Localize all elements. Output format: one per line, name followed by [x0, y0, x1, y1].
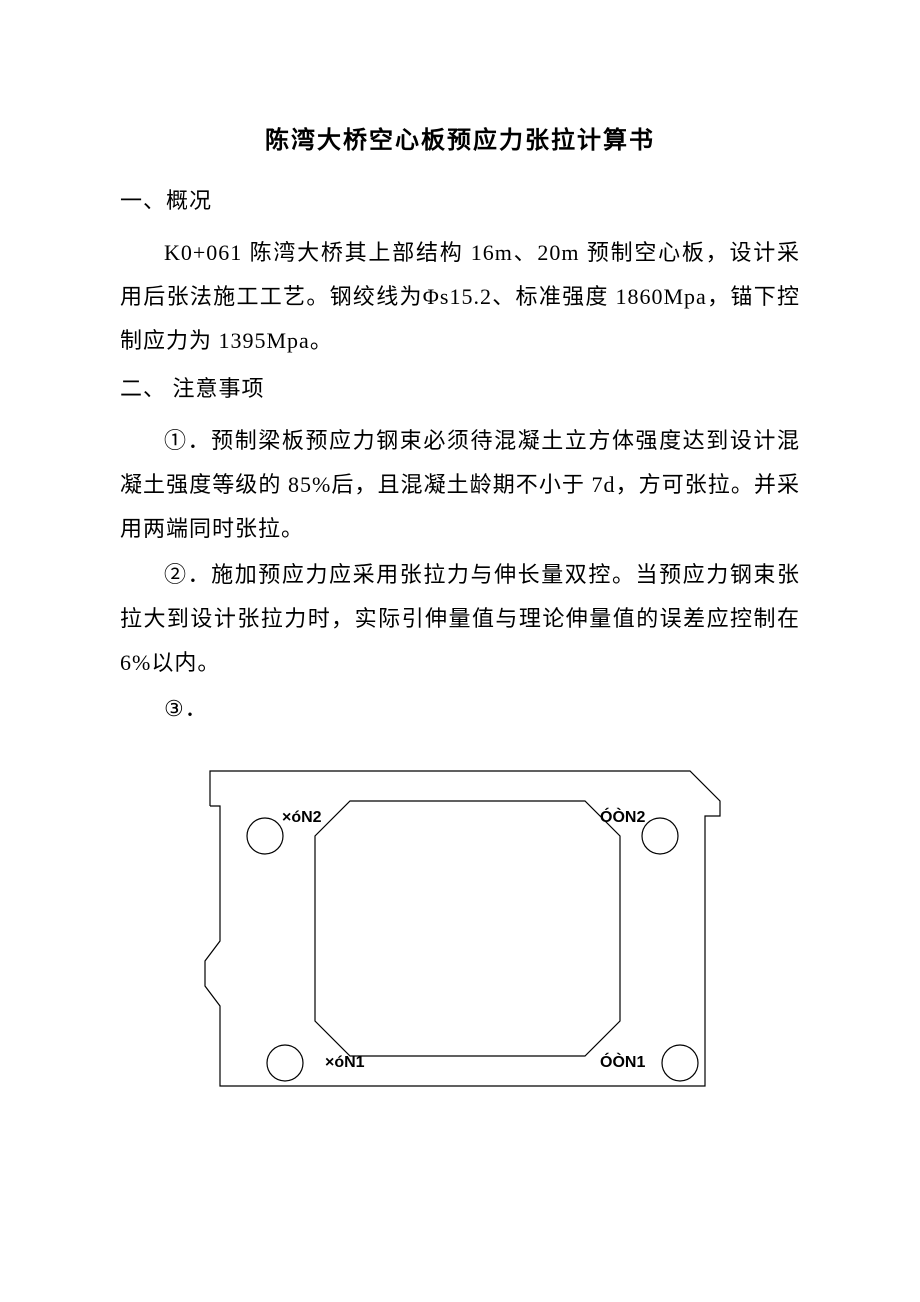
section-2-item-3: ③． — [120, 687, 800, 731]
section-2-item-2: ②．施加预应力应采用张拉力与伸长量双控。当预应力钢束张拉大到设计张拉力时，实际引… — [120, 553, 800, 685]
cross-section-diagram: ×óN2 ÓÒN2 ×óN1 ÓÒN1 — [180, 741, 740, 1116]
section-2-item-1: ①．预制梁板预应力钢束必须待混凝土立方体强度达到设计混凝土强度等级的 85%后，… — [120, 419, 800, 551]
label-bottom-right: ÓÒN1 — [600, 1052, 645, 1071]
document-title: 陈湾大桥空心板预应力张拉计算书 — [120, 120, 800, 155]
diagram-wrapper: ×óN2 ÓÒN2 ×óN1 ÓÒN1 — [120, 741, 800, 1116]
label-top-left: ×óN2 — [282, 809, 322, 826]
label-top-right: ÓÒN2 — [600, 807, 645, 826]
section-1-heading: 一、概况 — [120, 183, 800, 215]
label-bottom-left: ×óN1 — [325, 1054, 365, 1071]
section-2-heading: 二、 注意事项 — [120, 371, 800, 403]
section-1-paragraph: K0+061 陈湾大桥其上部结构 16m、20m 预制空心板，设计采用后张法施工… — [120, 231, 800, 363]
diagram-background — [180, 741, 740, 1116]
